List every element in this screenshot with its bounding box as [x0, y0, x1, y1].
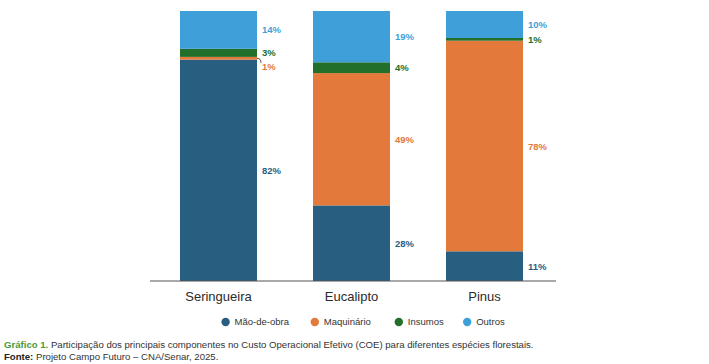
legend-label: Insumos — [408, 316, 444, 327]
bar-segment — [313, 11, 390, 62]
bar-segment — [446, 38, 523, 41]
bar-segment — [313, 73, 390, 205]
legend-label: Maquinário — [324, 316, 371, 327]
caption: Gráfico 1. Participação dos principais c… — [4, 339, 534, 350]
bar-segment — [446, 251, 523, 281]
bars — [180, 11, 523, 281]
data-label: 1% — [528, 34, 542, 45]
data-label: 82% — [262, 165, 282, 176]
data-label: 49% — [395, 134, 415, 145]
bar-segment — [313, 62, 390, 73]
data-label: 11% — [528, 261, 547, 272]
leader-line — [257, 58, 261, 63]
legend-label: Mão-de-obra — [235, 316, 290, 327]
bar-segment — [446, 41, 523, 252]
legend-swatch — [395, 318, 403, 326]
caption-label: Gráfico 1. — [4, 339, 48, 350]
x-axis — [150, 281, 556, 282]
legend-swatch — [221, 318, 229, 326]
bar-segment — [180, 49, 257, 57]
caption-label: Fonte: — [4, 351, 33, 362]
legend-label: Outros — [476, 316, 505, 327]
category-label: Pinus — [468, 289, 501, 304]
chart: 14% 3% 1% 82% 19% 4% 49% 28% 10% 1% 78% 11% Seringue… — [0, 0, 709, 364]
legend-swatch — [463, 318, 471, 326]
bar-segment — [180, 11, 257, 49]
legend: Mão-de-obra Maquinário Insumos Outros — [221, 316, 505, 327]
caption-text: Projeto Campo Futuro – CNA/Senar, 2025. — [33, 351, 218, 362]
caption: Fonte: Projeto Campo Futuro – CNA/Senar,… — [4, 351, 218, 362]
bar-segment — [180, 57, 257, 60]
category-label: Eucalipto — [325, 289, 378, 304]
data-label: 1% — [262, 61, 276, 72]
data-label: 4% — [395, 62, 409, 73]
data-label: 10% — [528, 19, 548, 30]
data-labels: 14% 3% 1% 82% 19% 4% 49% 28% 10% 1% 78% 11% — [257, 19, 548, 272]
category-label: Seringueira — [185, 289, 252, 304]
legend-swatch — [311, 318, 319, 326]
bar-segment — [180, 60, 257, 281]
bar-segment — [446, 11, 523, 38]
data-label: 78% — [528, 141, 548, 152]
bar-segment — [313, 205, 390, 281]
data-label: 3% — [262, 47, 276, 58]
data-label: 19% — [395, 31, 415, 42]
data-label: 28% — [395, 238, 415, 249]
data-label: 14% — [262, 24, 282, 35]
caption-text: Participação dos principais componentes … — [48, 339, 533, 350]
